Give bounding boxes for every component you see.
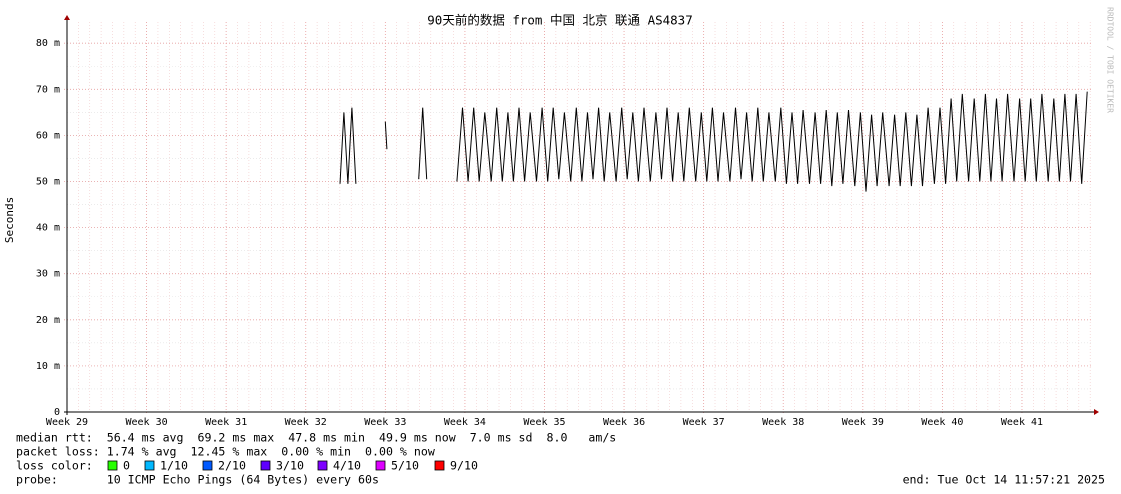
x-tick-label: Week 40 (921, 417, 963, 428)
axis-arrow (1094, 409, 1099, 415)
x-tick-label: Week 32 (285, 417, 327, 428)
legend-swatch (144, 460, 155, 471)
legend-swatch (317, 460, 328, 471)
x-tick-label: Week 30 (126, 417, 168, 428)
legend-label: 2/10 (218, 459, 246, 473)
legend-label: 9/10 (450, 459, 478, 473)
legend-swatch (375, 460, 386, 471)
x-tick-label: Week 41 (1001, 417, 1043, 428)
legend-label: 5/10 (391, 459, 419, 473)
plot (339, 91, 1088, 192)
probe: probe: 10 ICMP Echo Pings (64 Bytes) eve… (16, 473, 379, 487)
y-tick-label: 0 (54, 407, 60, 418)
x-tick-label: Week 37 (683, 417, 725, 428)
y-tick-label: 60 m (36, 130, 60, 141)
stats-line: median rtt: 56.4 ms avg 69.2 ms max 47.8… (16, 431, 616, 445)
y-tick-label: 10 m (36, 361, 60, 372)
stats-line: packet loss: 1.74 % avg 12.45 % max 0.00… (16, 445, 435, 459)
legend-swatch (107, 460, 118, 471)
end-time: end: Tue Oct 14 11:57:21 2025 (903, 473, 1105, 487)
x-tick-label: Week 29 (46, 417, 88, 428)
loss-title: loss color: (16, 459, 93, 473)
x-tick-label: Week 36 (603, 417, 645, 428)
x-tick-label: Week 38 (762, 417, 804, 428)
legend-label: 1/10 (160, 459, 188, 473)
grid: 0 10 m 20 m 30 m 40 m 50 m 60 m 70 m 80 m Week 29… (36, 15, 1099, 428)
y-axis-label: Seconds (3, 197, 16, 243)
y-tick-label: 30 m (36, 269, 60, 280)
rtt-line (339, 91, 1088, 192)
legend-swatch (260, 460, 271, 471)
y-tick-label: 70 m (36, 84, 60, 95)
x-tick-label: Week 33 (364, 417, 406, 428)
watermark: RRDTOOL / TOBI OETIKER (1106, 7, 1115, 113)
chart-title: 90天前的数据 from 中国 北京 联通 AS4837 (427, 13, 692, 28)
x-tick-label: Week 31 (205, 417, 247, 428)
x-tick-label: Week 39 (842, 417, 884, 428)
x-tick-label: Week 35 (523, 417, 565, 428)
legend-label: 4/10 (333, 459, 361, 473)
legend-label: 3/10 (276, 459, 304, 473)
x-tick-label: Week 34 (444, 417, 486, 428)
y-tick-label: 20 m (36, 315, 60, 326)
axis-arrow (64, 15, 70, 20)
legend-swatch (202, 460, 213, 471)
legend-swatch (434, 460, 445, 471)
legend-label: 0 (123, 459, 130, 473)
y-tick-label: 80 m (36, 38, 60, 49)
y-tick-label: 40 m (36, 223, 60, 234)
y-tick-label: 50 m (36, 177, 60, 188)
